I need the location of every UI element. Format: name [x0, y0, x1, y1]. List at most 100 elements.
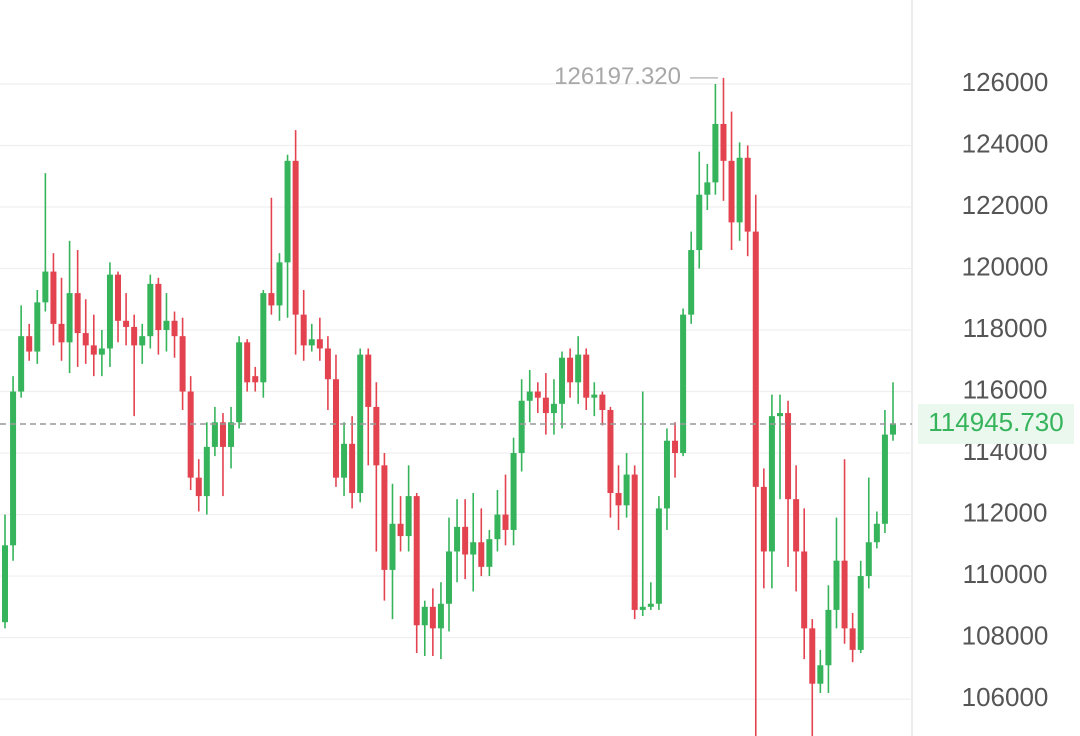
candle-body: [744, 157, 751, 232]
candle-body: [58, 323, 65, 343]
candle-body: [187, 391, 194, 478]
candle-body: [793, 499, 800, 552]
y-tick-label: 106000: [962, 682, 1049, 712]
candle-body: [599, 394, 606, 410]
candle-body: [195, 477, 202, 497]
candle-body: [631, 474, 638, 610]
candle-body: [397, 523, 404, 537]
candle-body: [857, 576, 864, 650]
candle-body: [534, 391, 541, 398]
y-tick-label: 122000: [962, 190, 1049, 220]
y-tick-label: 116000: [963, 374, 1048, 404]
candle-body: [18, 336, 25, 392]
candle-body: [147, 283, 154, 337]
candle-body: [413, 496, 420, 626]
candle-body: [284, 160, 291, 263]
candle-body: [752, 231, 759, 487]
candle-body: [833, 560, 840, 610]
y-tick-label: 118000: [963, 313, 1048, 343]
candle-body: [454, 526, 461, 552]
candle-body: [760, 486, 767, 552]
candle-body: [559, 357, 566, 404]
candle-body: [688, 250, 695, 315]
candle-body: [720, 123, 727, 161]
candle-body: [50, 271, 57, 324]
candle-body: [526, 391, 533, 401]
candle-body: [680, 314, 687, 454]
candle-body: [696, 194, 703, 251]
candle-body: [381, 465, 388, 570]
candle-body: [704, 182, 711, 195]
last-price-label: 114945.730: [928, 407, 1063, 437]
candle-body: [825, 609, 832, 666]
candle-body: [510, 453, 517, 530]
candle-body: [865, 542, 872, 577]
candle-body: [316, 339, 323, 349]
candle-body: [292, 160, 299, 315]
candle-body: [591, 394, 598, 398]
candle-body: [647, 603, 654, 607]
candle-body: [478, 542, 485, 567]
candle-body: [10, 391, 17, 546]
candle-body: [26, 336, 33, 352]
candle-body: [518, 400, 525, 454]
candle-body: [90, 345, 97, 355]
candle-body: [607, 409, 614, 494]
candle-body: [373, 406, 380, 466]
candle-body: [890, 423, 896, 435]
candle-body: [106, 274, 113, 349]
candle-body: [98, 348, 105, 355]
candle-body: [163, 320, 170, 331]
last-price-box: [918, 403, 1074, 444]
candle-body: [639, 606, 646, 610]
candle-body: [268, 293, 275, 306]
candle-body: [219, 422, 226, 447]
candle-body: [623, 474, 630, 506]
candle-body: [179, 336, 186, 392]
candle-body: [42, 271, 49, 303]
candle-body: [429, 606, 436, 629]
candle-body: [171, 320, 178, 337]
candle-body: [728, 160, 735, 223]
candle-body: [615, 493, 622, 506]
candle-body: [801, 551, 808, 629]
candle-body: [349, 443, 356, 494]
candle-body: [736, 157, 743, 223]
candle-body: [776, 413, 783, 417]
y-tick-label: 110000: [963, 559, 1048, 589]
candle-body: [324, 348, 331, 380]
candle-body: [655, 508, 662, 604]
candle-body: [131, 326, 138, 346]
candle-body: [139, 336, 146, 346]
candle-body: [502, 514, 509, 530]
candle-body: [873, 523, 880, 543]
candle-body: [462, 526, 469, 555]
candle-body: [203, 446, 210, 497]
candle-body: [494, 514, 501, 540]
candle-body: [583, 354, 590, 398]
candle-body: [470, 542, 477, 555]
candle-body: [405, 496, 412, 537]
candles: [2, 77, 896, 736]
candle-body: [672, 440, 679, 454]
candle-body: [341, 443, 348, 478]
candle-body: [34, 302, 41, 352]
candle-body: [236, 342, 243, 423]
candle-body: [712, 123, 719, 183]
candle-body: [82, 333, 89, 346]
candle-body: [228, 422, 235, 447]
y-tick-label: 120000: [962, 251, 1049, 281]
candle-body: [332, 379, 339, 478]
candle-body: [841, 560, 848, 629]
candle-body: [252, 376, 259, 383]
candle-body: [550, 403, 557, 414]
candle-body: [809, 628, 816, 684]
candle-body: [123, 320, 130, 327]
candle-body: [486, 539, 493, 567]
candle-body: [260, 293, 267, 383]
candle-body: [300, 314, 307, 346]
candle-body: [437, 603, 444, 629]
candle-body: [785, 413, 792, 500]
candle-body: [115, 274, 122, 321]
